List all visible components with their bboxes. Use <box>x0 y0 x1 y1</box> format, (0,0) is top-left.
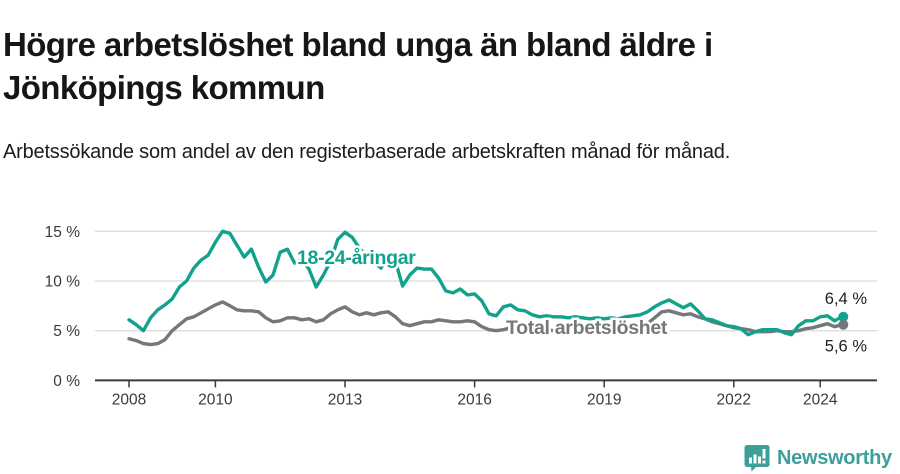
x-tick-label-2016: 2016 <box>457 391 491 408</box>
newsworthy-logo-icon <box>744 445 770 472</box>
newsworthy-logo: Newsworthy <box>744 444 892 472</box>
x-tick-label-2008: 2008 <box>112 391 146 408</box>
x-tick-label-2010: 2010 <box>198 391 233 408</box>
chart-subtitle: Arbetssökande som andel av den registerb… <box>3 141 731 163</box>
series-end-dot-total-arbetsloshet <box>838 319 849 330</box>
y-tick-label-0: 0 % <box>53 373 80 390</box>
series-label-total-arbetsloshet: Total arbetslöshet <box>506 317 668 339</box>
end-value-label-18-24-aringar: 6,4 % <box>825 290 868 308</box>
x-tick-label-2019: 2019 <box>587 391 621 408</box>
x-tick-label-2022: 2022 <box>717 391 751 408</box>
x-tick-label-2024: 2024 <box>803 391 838 408</box>
end-value-label-total-arbetsloshet: 5,6 % <box>825 338 868 356</box>
series-line-18-24-aringar <box>127 229 844 337</box>
y-tick-label-10: 10 % <box>45 274 81 291</box>
y-tick-label-15: 15 % <box>45 224 81 241</box>
x-tick-label-2013: 2013 <box>328 391 362 408</box>
newsworthy-logo-text: Newsworthy <box>777 446 892 469</box>
series-label-18-24-aringar: 18-24-åringar <box>297 246 416 269</box>
page-title: Högre arbetslöshet bland unga än bland ä… <box>3 26 713 106</box>
y-tick-label-5: 5 % <box>53 323 80 340</box>
series-end-dot-18-24-aringar <box>838 311 849 322</box>
